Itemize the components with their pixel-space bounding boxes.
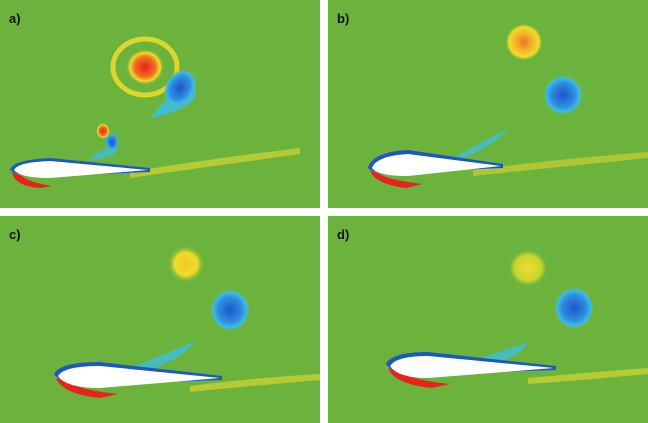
panel-c: c) <box>0 216 320 423</box>
negative-vortex-b <box>543 75 583 115</box>
positive-vortex-d <box>508 249 548 287</box>
positive-vortex-b <box>505 23 543 61</box>
panel-label-a: a) <box>9 11 21 26</box>
wake-b <box>473 152 648 176</box>
vorticity-field-c <box>54 245 320 398</box>
wake-a <box>130 148 300 178</box>
panel-label-c: c) <box>9 227 21 242</box>
small-negative-vortex-a <box>105 133 119 151</box>
negative-vortex-c <box>210 289 250 331</box>
lower-boundary-layer-b <box>370 170 423 188</box>
small-positive-vortex-a <box>96 123 110 139</box>
vorticity-field-a <box>10 36 300 188</box>
wake-d <box>528 368 648 384</box>
wake-c <box>190 374 320 392</box>
shear-layer-a <box>90 148 118 160</box>
panel-b: b) <box>328 0 648 208</box>
shear-layer-b <box>448 128 508 162</box>
airfoil-b <box>372 154 501 176</box>
lower-boundary-layer-a <box>12 172 52 188</box>
negative-vortex-a <box>163 69 197 107</box>
negative-vortex-d <box>554 287 594 329</box>
airfoil-d <box>390 356 554 378</box>
airfoil-a <box>14 161 148 178</box>
positive-vortex-a <box>126 49 164 85</box>
vortex-ring-a <box>110 36 180 98</box>
vorticity-field-d <box>386 249 648 388</box>
panel-label-b: b) <box>337 11 350 26</box>
positive-vortex-c <box>167 245 205 283</box>
panel-d: d) <box>328 216 648 423</box>
vorticity-field-b <box>368 23 648 188</box>
panel-label-d: d) <box>337 227 350 242</box>
lower-boundary-layer-c <box>56 378 118 398</box>
airfoil-c <box>58 366 220 388</box>
panel-a: a) <box>0 0 320 208</box>
lower-boundary-layer-d <box>388 368 450 388</box>
